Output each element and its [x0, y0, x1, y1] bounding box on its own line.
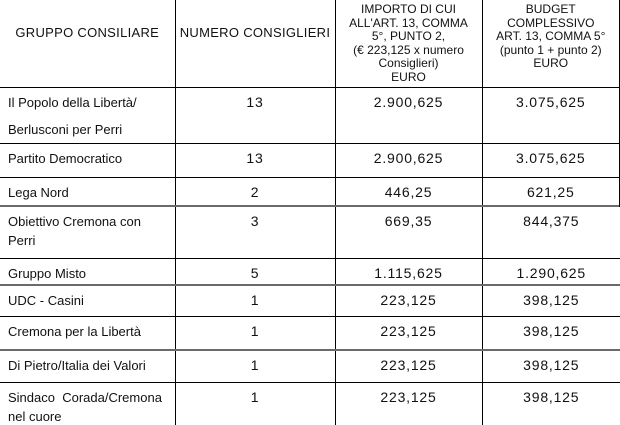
cell-budget: 844,375	[481, 206, 620, 258]
cell-importo: 223,125	[334, 350, 482, 382]
cell-importo: 223,125	[334, 382, 482, 425]
cell-budget: 398,125	[481, 285, 620, 316]
cell-importo: 223,125	[334, 285, 482, 316]
cell-budget: 398,125	[481, 382, 620, 425]
table-row: Il Popolo della Libertà/ Berlusconi per …	[0, 87, 620, 143]
cell-budget: 1.290,625	[481, 258, 620, 285]
table-row: Cremona per la Libertà 1 223,125 398,125	[0, 316, 620, 350]
cell-numero: 5	[174, 258, 335, 285]
cell-importo: 446,25	[334, 177, 482, 206]
cell-budget: 3.075,625	[481, 87, 620, 143]
cell-importo: 669,35	[334, 206, 482, 258]
cell-numero: 3	[174, 206, 335, 258]
column-header-budget-complessivo: BUDGET COMPLESSIVO ART. 13, COMMA 5° (pu…	[481, 0, 620, 87]
cell-gruppo: Partito Democratico	[8, 150, 123, 166]
cell-gruppo: Obiettivo Cremona con Perri	[8, 214, 141, 248]
table-row: Partito Democratico 13 2.900,625 3.075,6…	[0, 143, 620, 177]
table-row: Obiettivo Cremona con Perri 3 669,35 844…	[0, 206, 620, 258]
column-header-importo: IMPORTO DI CUI ALL'ART. 13, COMMA 5°, PU…	[334, 0, 482, 87]
cell-budget: 3.075,625	[481, 143, 620, 177]
cell-gruppo: Di Pietro/Italia dei Valori	[8, 358, 146, 373]
cell-numero: 13	[174, 87, 335, 143]
table-row: Sindaco Corada/Cremona nel cuore 1 223,1…	[0, 382, 620, 425]
cell-importo: 2.900,625	[334, 87, 482, 143]
cell-budget: 621,25	[481, 177, 620, 206]
cell-importo: 223,125	[334, 316, 482, 350]
cell-importo: 2.900,625	[334, 143, 482, 177]
column-header-gruppo-consiliare: GRUPPO CONSILIARE	[15, 25, 160, 40]
cell-gruppo: Sindaco Corada/Cremona nel cuore	[8, 389, 162, 424]
cell-importo: 1.115,625	[334, 258, 482, 285]
cell-numero: 13	[174, 143, 335, 177]
cell-gruppo: Lega Nord	[8, 184, 69, 200]
cell-numero: 1	[174, 350, 335, 382]
cell-gruppo: Gruppo Misto	[8, 265, 87, 281]
cell-numero: 1	[174, 285, 335, 316]
table-row: Gruppo Misto 5 1.115,625 1.290,625	[0, 258, 620, 285]
cell-budget: 398,125	[481, 316, 620, 350]
cell-gruppo: Il Popolo della Libertà/ Berlusconi per …	[8, 94, 137, 137]
column-header-numero-consiglieri: NUMERO CONSIGLIERI	[174, 0, 335, 87]
table-row: UDC - Casini 1 223,125 398,125	[0, 285, 620, 316]
cell-gruppo: Cremona per la Libertà	[8, 323, 141, 339]
cell-numero: 1	[174, 316, 335, 350]
cell-gruppo: UDC - Casini	[8, 293, 84, 308]
cell-numero: 2	[174, 177, 335, 206]
cell-numero: 1	[174, 382, 335, 425]
table-row: Di Pietro/Italia dei Valori 1 223,125 39…	[0, 350, 620, 382]
cell-budget: 398,125	[481, 350, 620, 382]
header-row: GRUPPO CONSILIARE NUMERO CONSIGLIERI IMP…	[0, 0, 620, 87]
table-row: Lega Nord 2 446,25 621,25	[0, 177, 620, 206]
